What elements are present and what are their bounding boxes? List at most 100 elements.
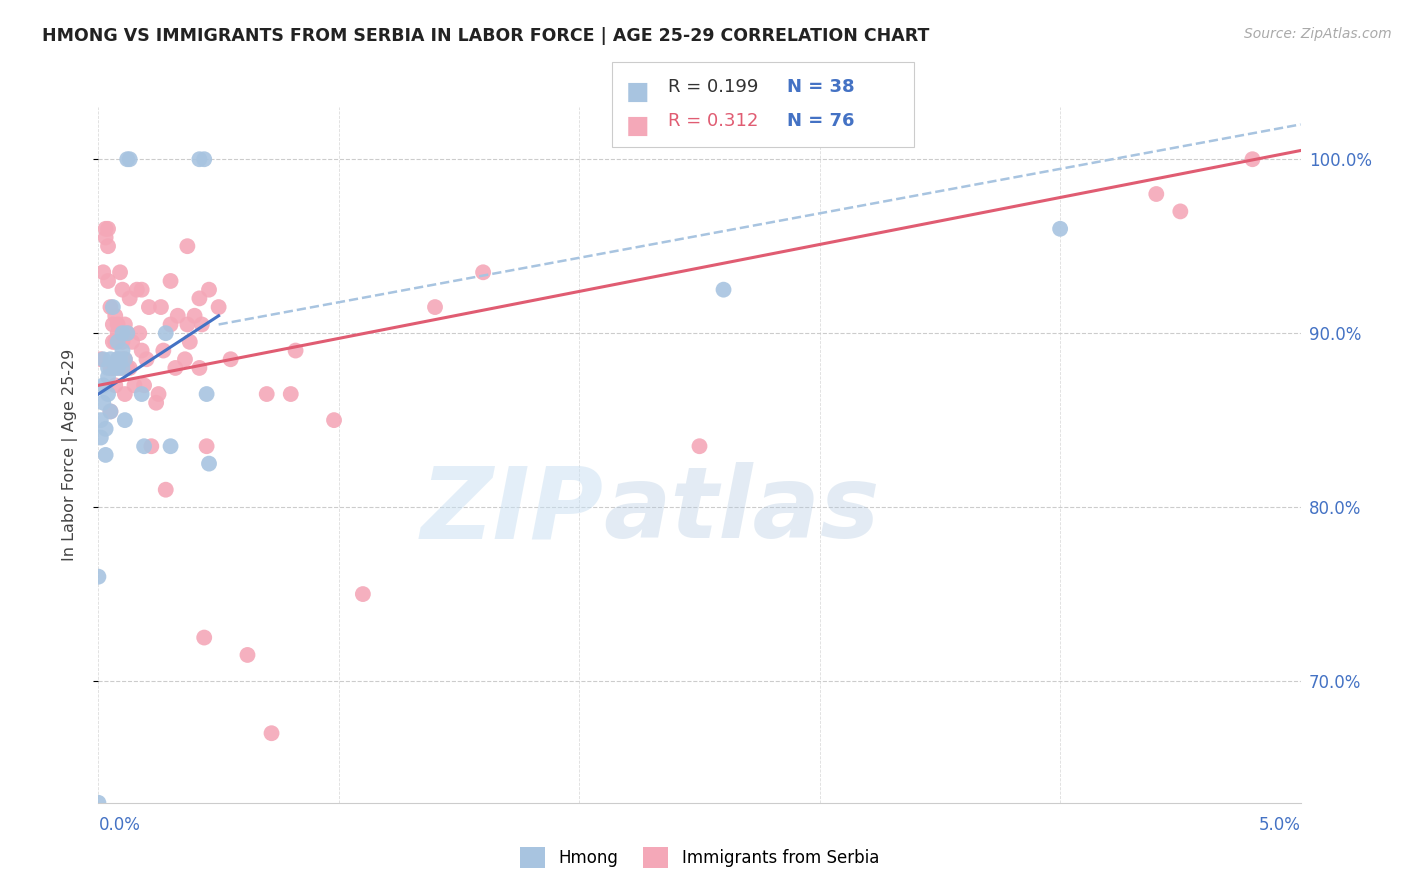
Point [111,334,134,349]
Text: N = 38: N = 38 [787,78,855,95]
Point [97,222,120,236]
Point [152,343,174,358]
Point [138,300,160,314]
Point [94,448,117,462]
Text: R = 0.199: R = 0.199 [668,78,758,95]
Point [97,239,120,253]
Point [183,309,205,323]
Point [128,326,150,340]
Point [100,404,122,418]
Point [111,283,134,297]
Point [188,360,211,375]
Point [165,360,187,375]
Point [208,300,231,314]
Point [155,326,177,340]
Point [159,274,181,288]
Point [108,360,131,375]
Point [114,352,136,367]
Point [131,283,153,297]
Point [111,352,134,367]
Point [111,326,134,340]
Point [87,569,110,583]
Point [423,300,446,314]
Point [166,309,188,323]
Point [1170,204,1192,219]
Text: N = 76: N = 76 [787,112,855,129]
Point [141,439,163,453]
Point [91,378,114,392]
Point [87,796,110,810]
Point [91,395,114,409]
Point [256,387,278,401]
Text: ■: ■ [626,80,650,104]
Point [100,360,122,375]
Point [107,334,129,349]
Point [1144,187,1167,202]
Point [107,352,129,367]
Point [97,369,120,384]
Point [101,334,124,349]
Point [131,343,153,358]
Point [118,152,141,166]
Point [149,300,172,314]
Point [101,300,124,314]
Point [91,265,114,279]
Point [713,283,735,297]
Point [284,343,307,358]
Text: HMONG VS IMMIGRANTS FROM SERBIA IN LABOR FORCE | AGE 25-29 CORRELATION CHART: HMONG VS IMMIGRANTS FROM SERBIA IN LABOR… [42,27,929,45]
Point [104,378,127,392]
Point [111,360,134,375]
Point [135,352,157,367]
Point [323,413,346,427]
Text: ZIP: ZIP [420,462,603,559]
Point [219,352,242,367]
Point [100,352,122,367]
Point [90,430,112,444]
Point [260,726,283,740]
Point [472,265,495,279]
Point [90,352,112,367]
Point [104,309,127,323]
Text: 5.0%: 5.0% [1258,816,1301,834]
Point [90,413,112,427]
Point [145,395,167,409]
Point [107,360,129,375]
Text: 0.0%: 0.0% [98,816,141,834]
Y-axis label: In Labor Force | Age 25-29: In Labor Force | Age 25-29 [62,349,77,561]
Point [148,387,170,401]
Point [117,326,139,340]
Point [94,230,117,244]
Point [104,334,127,349]
Point [111,343,134,358]
Point [94,422,117,436]
Point [104,360,127,375]
Point [108,265,131,279]
Point [280,387,302,401]
Point [107,318,129,332]
Point [114,318,136,332]
Point [118,360,141,375]
Point [176,239,198,253]
Point [118,291,141,305]
Point [97,274,120,288]
Point [193,152,215,166]
Point [193,631,215,645]
Point [114,352,136,367]
Point [117,152,139,166]
Text: ■: ■ [626,114,650,138]
Point [188,291,211,305]
Point [125,283,148,297]
Point [114,413,136,427]
Point [188,152,211,166]
Point [176,318,198,332]
Text: Source: ZipAtlas.com: Source: ZipAtlas.com [1244,27,1392,41]
Point [131,387,153,401]
Point [1241,152,1264,166]
Point [100,404,122,418]
Legend: Hmong, Immigrants from Serbia: Hmong, Immigrants from Serbia [513,841,886,874]
Point [91,352,114,367]
Point [132,378,155,392]
Point [174,352,197,367]
Point [191,318,214,332]
Point [101,318,124,332]
